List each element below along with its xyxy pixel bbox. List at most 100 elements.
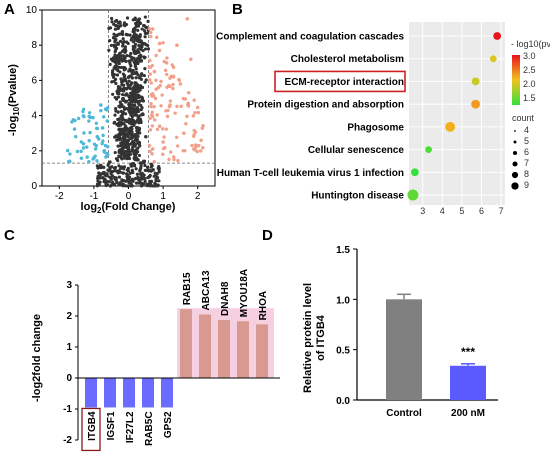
volcano-point-up	[167, 84, 172, 89]
volcano-point-ns	[142, 159, 147, 163]
volcano-point-down	[74, 134, 78, 139]
volcano-point-ns	[108, 160, 112, 164]
volcano-point-ns	[133, 138, 137, 142]
volcano-point-up	[150, 124, 155, 128]
volcano-point-ns	[112, 22, 116, 26]
volcano-point-ns	[141, 112, 145, 116]
volcano-point-down	[102, 149, 107, 153]
volcano-point-ns	[130, 132, 134, 137]
volcano-point-ns	[120, 178, 124, 182]
volcano-point-ns	[116, 95, 121, 99]
volcano-point-up	[164, 72, 169, 77]
volcano-point-ns	[136, 150, 140, 154]
volcano-point-ns	[144, 78, 148, 82]
volcano-point-ns	[130, 127, 134, 131]
fold-change-gene-label: RAB15	[182, 272, 193, 305]
volcano-point-ns	[133, 45, 137, 49]
volcano-point-ns	[143, 15, 147, 19]
volcano-point-up	[175, 43, 179, 47]
volcano-point-up	[176, 158, 180, 163]
volcano-point-ns	[137, 114, 141, 118]
volcano-point-up	[193, 130, 198, 134]
dotplot-legend-count-dot	[513, 140, 517, 144]
volcano-point-ns	[111, 36, 116, 40]
volcano-point-up	[187, 91, 191, 95]
volcano-point-ns	[143, 47, 148, 51]
volcano-point-ns	[116, 21, 120, 25]
volcano-point-ns	[122, 75, 126, 80]
dotplot-background	[409, 22, 505, 205]
volcano-point-ns	[136, 128, 141, 132]
volcano-point-ns	[137, 17, 142, 21]
volcano-point-ns	[137, 176, 142, 181]
volcano-point-ns	[122, 121, 126, 126]
volcano-point-ns	[105, 183, 110, 187]
fold-change-y-tick-label: -1	[63, 404, 72, 415]
volcano-point-up	[168, 99, 173, 103]
volcano-point-ns	[106, 168, 110, 172]
volcano-point-ns	[124, 59, 128, 63]
volcano-point-up	[167, 157, 171, 162]
fold-change-bar	[180, 309, 192, 378]
volcano-y-tick-label: 6	[31, 75, 37, 86]
volcano-point-ns	[134, 76, 138, 80]
volcano-point-ns	[126, 139, 130, 143]
volcano-point-down	[85, 155, 89, 159]
volcano-point-ns	[130, 168, 134, 172]
itgb4-significance: ***	[461, 345, 475, 359]
volcano-point-ns	[143, 35, 147, 39]
volcano-point-ns	[118, 100, 122, 104]
volcano-point-ns	[136, 28, 140, 32]
volcano-point-up	[196, 110, 201, 115]
volcano-point-down	[95, 126, 99, 131]
volcano-point-down	[106, 145, 110, 149]
volcano-point-ns	[119, 154, 123, 158]
volcano-y-tick-label: 2	[31, 146, 37, 157]
volcano-point-ns	[140, 27, 144, 31]
fold-change-gene-label: RAB5C	[144, 411, 155, 445]
volcano-point-ns	[119, 114, 123, 118]
volcano-point-ns	[114, 107, 118, 111]
itgb4-y-tick-label: 0.0	[336, 396, 350, 407]
volcano-point-ns	[120, 118, 124, 122]
volcano-point-up	[183, 149, 187, 153]
volcano-point-ns	[147, 175, 152, 179]
volcano-point-up	[161, 152, 165, 157]
volcano-point-up	[168, 103, 172, 107]
volcano-point-up	[152, 160, 156, 164]
volcano-point-ns	[125, 40, 129, 44]
volcano-point-ns	[123, 50, 127, 54]
volcano-point-ns	[118, 170, 122, 174]
volcano-point-ns	[142, 173, 146, 177]
dotplot-point	[410, 168, 419, 177]
dotplot-x-tick-label: 3	[420, 206, 425, 216]
volcano-point-ns	[137, 95, 141, 100]
volcano-x-label: log2(Fold Change)	[81, 201, 176, 215]
itgb4-category-label: 200 nM	[451, 408, 485, 419]
volcano-x-tick-label: 2	[195, 191, 201, 202]
volcano-point-ns	[137, 120, 141, 125]
dotplot-term-label: Phagosome	[347, 122, 404, 133]
volcano-point-up	[150, 110, 154, 114]
volcano-plot: -log10(Pvalue) log2(Fold Change) 0246810…	[7, 5, 216, 215]
volcano-point-ns	[126, 169, 130, 173]
volcano-point-down	[101, 139, 105, 143]
fold-change-bar	[161, 378, 173, 408]
volcano-point-up	[161, 41, 165, 45]
volcano-point-ns	[123, 24, 127, 28]
dotplot-term-label: Protein digestion and absorption	[247, 100, 404, 111]
volcano-point-down	[72, 127, 77, 131]
dotplot-term-label: Huntington disease	[311, 191, 404, 202]
volcano-point-up	[149, 34, 153, 39]
dotplot-legend-pvalue-tick: 2.0	[523, 79, 536, 89]
volcano-point-ns	[111, 92, 115, 96]
volcano-point-up	[195, 105, 200, 110]
volcano-point-ns	[98, 180, 102, 184]
dotplot-legend-count-title: count	[512, 113, 535, 123]
volcano-point-ns	[133, 64, 138, 69]
volcano-point-ns	[116, 87, 120, 91]
volcano-point-up	[165, 85, 169, 89]
volcano-point-ns	[148, 184, 152, 188]
volcano-point-down	[100, 126, 105, 130]
fold-change-y-tick-label: 1	[66, 342, 72, 353]
